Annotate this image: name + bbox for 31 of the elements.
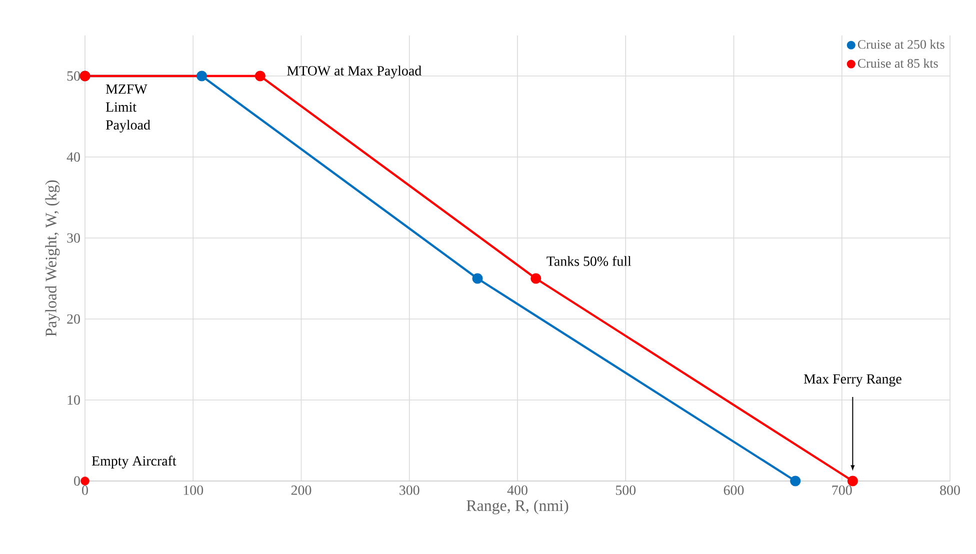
x-tick-label: 600	[724, 486, 744, 495]
point	[196, 70, 208, 82]
x-axis-title: Range, R, (nmi)	[466, 500, 568, 514]
point	[254, 70, 266, 82]
y-tick-label: 0	[74, 476, 80, 486]
legend-label: Cruise at 250 kts	[858, 40, 944, 49]
annotation: MZFW Limit Payload	[106, 84, 150, 133]
annotation: Empty Aircraft	[92, 456, 176, 468]
x-tick-label: 800	[940, 486, 960, 495]
y-tick-label: 30	[67, 233, 80, 243]
point	[530, 273, 542, 284]
point	[847, 476, 858, 486]
point	[790, 476, 801, 486]
x-tick-label: 200	[291, 486, 312, 495]
x-tick-label: 400	[507, 486, 528, 495]
y-tick-label: 10	[68, 395, 80, 405]
annotation: MTOW at Max Payload	[287, 66, 422, 78]
y-tick-label: 50	[67, 71, 80, 81]
point	[80, 476, 90, 486]
x-tick-label: 700	[832, 486, 852, 495]
y-tick-label: 40	[66, 152, 80, 162]
x-tick-label: 100	[184, 486, 204, 495]
annotation: Tanks 50% full	[546, 256, 632, 266]
annotation: Max Ferry Range	[804, 374, 902, 386]
x-tick-label: 300	[400, 486, 420, 495]
y-axis-title: Payload Weight, W, (kg)	[45, 180, 60, 336]
point	[472, 273, 483, 284]
legend-label: Cruise at 85 kts	[858, 58, 938, 68]
x-tick-label: 0	[82, 486, 88, 495]
y-tick-label: 20	[67, 314, 80, 324]
x-tick-label: 500	[616, 486, 636, 495]
